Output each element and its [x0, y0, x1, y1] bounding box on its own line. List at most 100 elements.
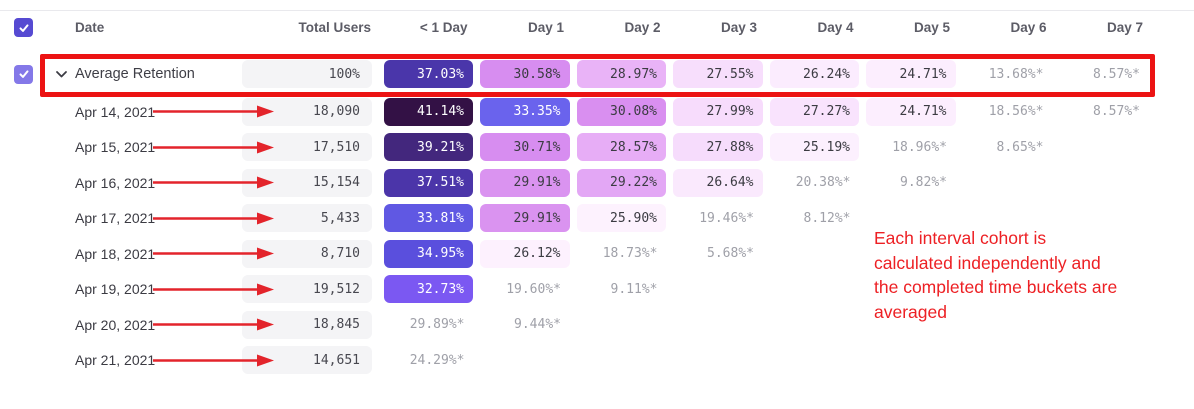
- retention-cell-day5: 24.71%: [863, 94, 960, 130]
- retention-value-pill[interactable]: 32.73%: [383, 275, 473, 304]
- table-row: Apr 18, 2021 8,710 34.95% 26.12% 18.73%* 5.68…: [0, 236, 1152, 272]
- retention-cell-day5: [863, 343, 960, 379]
- retention-cell-day0: 34.95%: [380, 236, 477, 272]
- retention-value-incomplete: 8.65%*: [996, 139, 1044, 155]
- retention-cell-day3: 27.99%: [670, 94, 767, 130]
- select-all-checkbox[interactable]: [14, 18, 33, 37]
- retention-cell-day2: 30.08%: [573, 94, 670, 130]
- retention-value-pill[interactable]: 37.03%: [383, 60, 473, 88]
- retention-value-pill[interactable]: 26.12%: [480, 239, 570, 268]
- retention-cell-day1: 29.91%: [477, 201, 574, 237]
- row-checkbox-cell: [0, 64, 44, 84]
- retention-value-pill[interactable]: 28.97%: [576, 60, 666, 88]
- retention-value-incomplete: 9.82%*: [900, 175, 947, 191]
- retention-value-pill[interactable]: 41.14%: [383, 97, 473, 126]
- retention-cell-day0: 39.21%: [380, 130, 477, 166]
- column-header-day-7: Day 7: [1106, 20, 1143, 35]
- cohort-date: Apr 21, 2021: [75, 352, 156, 369]
- retention-value-pill[interactable]: 30.58%: [480, 60, 570, 88]
- retention-value-incomplete: 18.73%*: [602, 246, 658, 262]
- retention-value-pill[interactable]: 28.57%: [576, 133, 666, 162]
- table-header: Date Total Users < 1 Day Day 1 Day 2 Day 3 Day…: [0, 11, 1152, 44]
- retention-cell-day4: 20.38%*: [766, 165, 863, 201]
- retention-cell-day5: 24.71%: [863, 53, 960, 95]
- retention-value-pill[interactable]: 27.55%: [673, 60, 763, 88]
- retention-cell-day0: 29.89%*: [380, 307, 477, 343]
- cohort-date: Apr 17, 2021: [75, 210, 156, 227]
- retention-cell-day2: [573, 343, 670, 379]
- retention-value-pill[interactable]: 29.22%: [576, 168, 666, 197]
- retention-value-pill[interactable]: 24.71%: [866, 97, 956, 126]
- retention-value-pill[interactable]: 25.90%: [576, 204, 666, 233]
- header-checkbox-cell: [0, 18, 44, 37]
- retention-cell-day0: 24.29%*: [380, 343, 477, 379]
- retention-cell-day3: 5.68%*: [670, 236, 767, 272]
- retention-cell-day7: [1056, 343, 1153, 379]
- retention-value-incomplete: 9.11%*: [610, 281, 658, 297]
- retention-value-incomplete: 18.96%*: [892, 139, 947, 155]
- retention-value-pill[interactable]: 27.88%: [673, 133, 763, 162]
- retention-cell-day4: 8.12%*: [766, 201, 863, 237]
- retention-value-pill[interactable]: 34.95%: [383, 239, 473, 268]
- table-row: Apr 16, 2021 15,154 37.51% 29.91% 29.22% 26.6…: [0, 165, 1152, 201]
- retention-value-pill[interactable]: 29.91%: [480, 168, 570, 197]
- retention-value-pill[interactable]: 33.81%: [383, 204, 473, 233]
- retention-value-pill[interactable]: 26.64%: [673, 168, 763, 197]
- retention-value-incomplete: 20.38%*: [795, 175, 851, 191]
- retention-value-incomplete: 8.12%*: [803, 210, 851, 226]
- retention-cell-day3: 27.55%: [670, 53, 767, 95]
- retention-cell-day3: 27.88%: [670, 130, 767, 166]
- retention-cell-day7: [1056, 130, 1153, 166]
- retention-value-pill[interactable]: 27.27%: [769, 97, 859, 126]
- retention-cell-day3: [670, 307, 767, 343]
- retention-cell-day1: 19.60%*: [477, 272, 574, 308]
- retention-cell-day7: [1056, 165, 1153, 201]
- average-retention-label: Average Retention: [44, 66, 236, 82]
- column-header-day-2: Day 2: [624, 20, 661, 35]
- retention-value-pill[interactable]: 33.35%: [480, 97, 570, 126]
- retention-value-pill[interactable]: 25.19%: [769, 133, 859, 162]
- retention-cell-day1: 29.91%: [477, 165, 574, 201]
- retention-cell-day0: 33.81%: [380, 201, 477, 237]
- cohort-date: Apr 15, 2021: [75, 139, 156, 156]
- retention-value-pill[interactable]: 30.08%: [576, 97, 666, 126]
- retention-value-pill[interactable]: 30.71%: [480, 133, 570, 162]
- retention-cell-day4: 27.27%: [766, 94, 863, 130]
- total-users-value: 100%: [242, 60, 372, 88]
- table-row: Apr 17, 2021 5,433 33.81% 29.91% 25.90% 19.46…: [0, 201, 1152, 237]
- column-header-date: Date: [75, 20, 105, 35]
- retention-cell-day5: 18.96%*: [863, 130, 960, 166]
- annotation-line: calculated independently and: [874, 252, 1101, 273]
- red-arrow: [153, 105, 274, 118]
- retention-value-incomplete: 8.57%*: [1093, 104, 1140, 120]
- retention-cell-day2: 28.97%: [573, 53, 670, 95]
- total-users-cell: 100%: [236, 53, 380, 95]
- retention-cell-day4: [766, 307, 863, 343]
- average-row-checkbox[interactable]: [14, 64, 33, 84]
- retention-cell-day0: 41.14%: [380, 94, 477, 130]
- retention-cell-day4: [766, 236, 863, 272]
- retention-value-incomplete: 8.57%*: [1093, 66, 1140, 82]
- check-icon: [19, 23, 28, 32]
- average-retention-text: Average Retention: [75, 66, 195, 82]
- retention-value-incomplete: 24.29%*: [409, 352, 465, 368]
- retention-value-pill[interactable]: 29.91%: [480, 204, 570, 233]
- red-arrow: [153, 247, 274, 260]
- annotation-line: averaged: [874, 301, 947, 322]
- red-arrow: [153, 141, 274, 154]
- retention-value-pill[interactable]: 39.21%: [383, 133, 473, 162]
- retention-value-pill[interactable]: 24.71%: [866, 60, 956, 88]
- retention-value-pill[interactable]: 27.99%: [673, 97, 763, 126]
- column-header-day-4: Day 4: [817, 20, 854, 35]
- check-icon: [19, 70, 28, 78]
- retention-cell-day1: 30.71%: [477, 130, 574, 166]
- column-header-day-3: Day 3: [720, 20, 757, 35]
- retention-value-pill[interactable]: 26.24%: [769, 60, 859, 88]
- retention-cell-day0: 37.51%: [380, 165, 477, 201]
- retention-value-pill[interactable]: 37.51%: [383, 168, 473, 197]
- retention-cell-day6: 18.56%*: [959, 94, 1056, 130]
- expand-chevron[interactable]: [55, 70, 68, 79]
- retention-cell-day6: 13.68%*: [959, 53, 1056, 95]
- retention-cell-day4: 25.19%: [766, 130, 863, 166]
